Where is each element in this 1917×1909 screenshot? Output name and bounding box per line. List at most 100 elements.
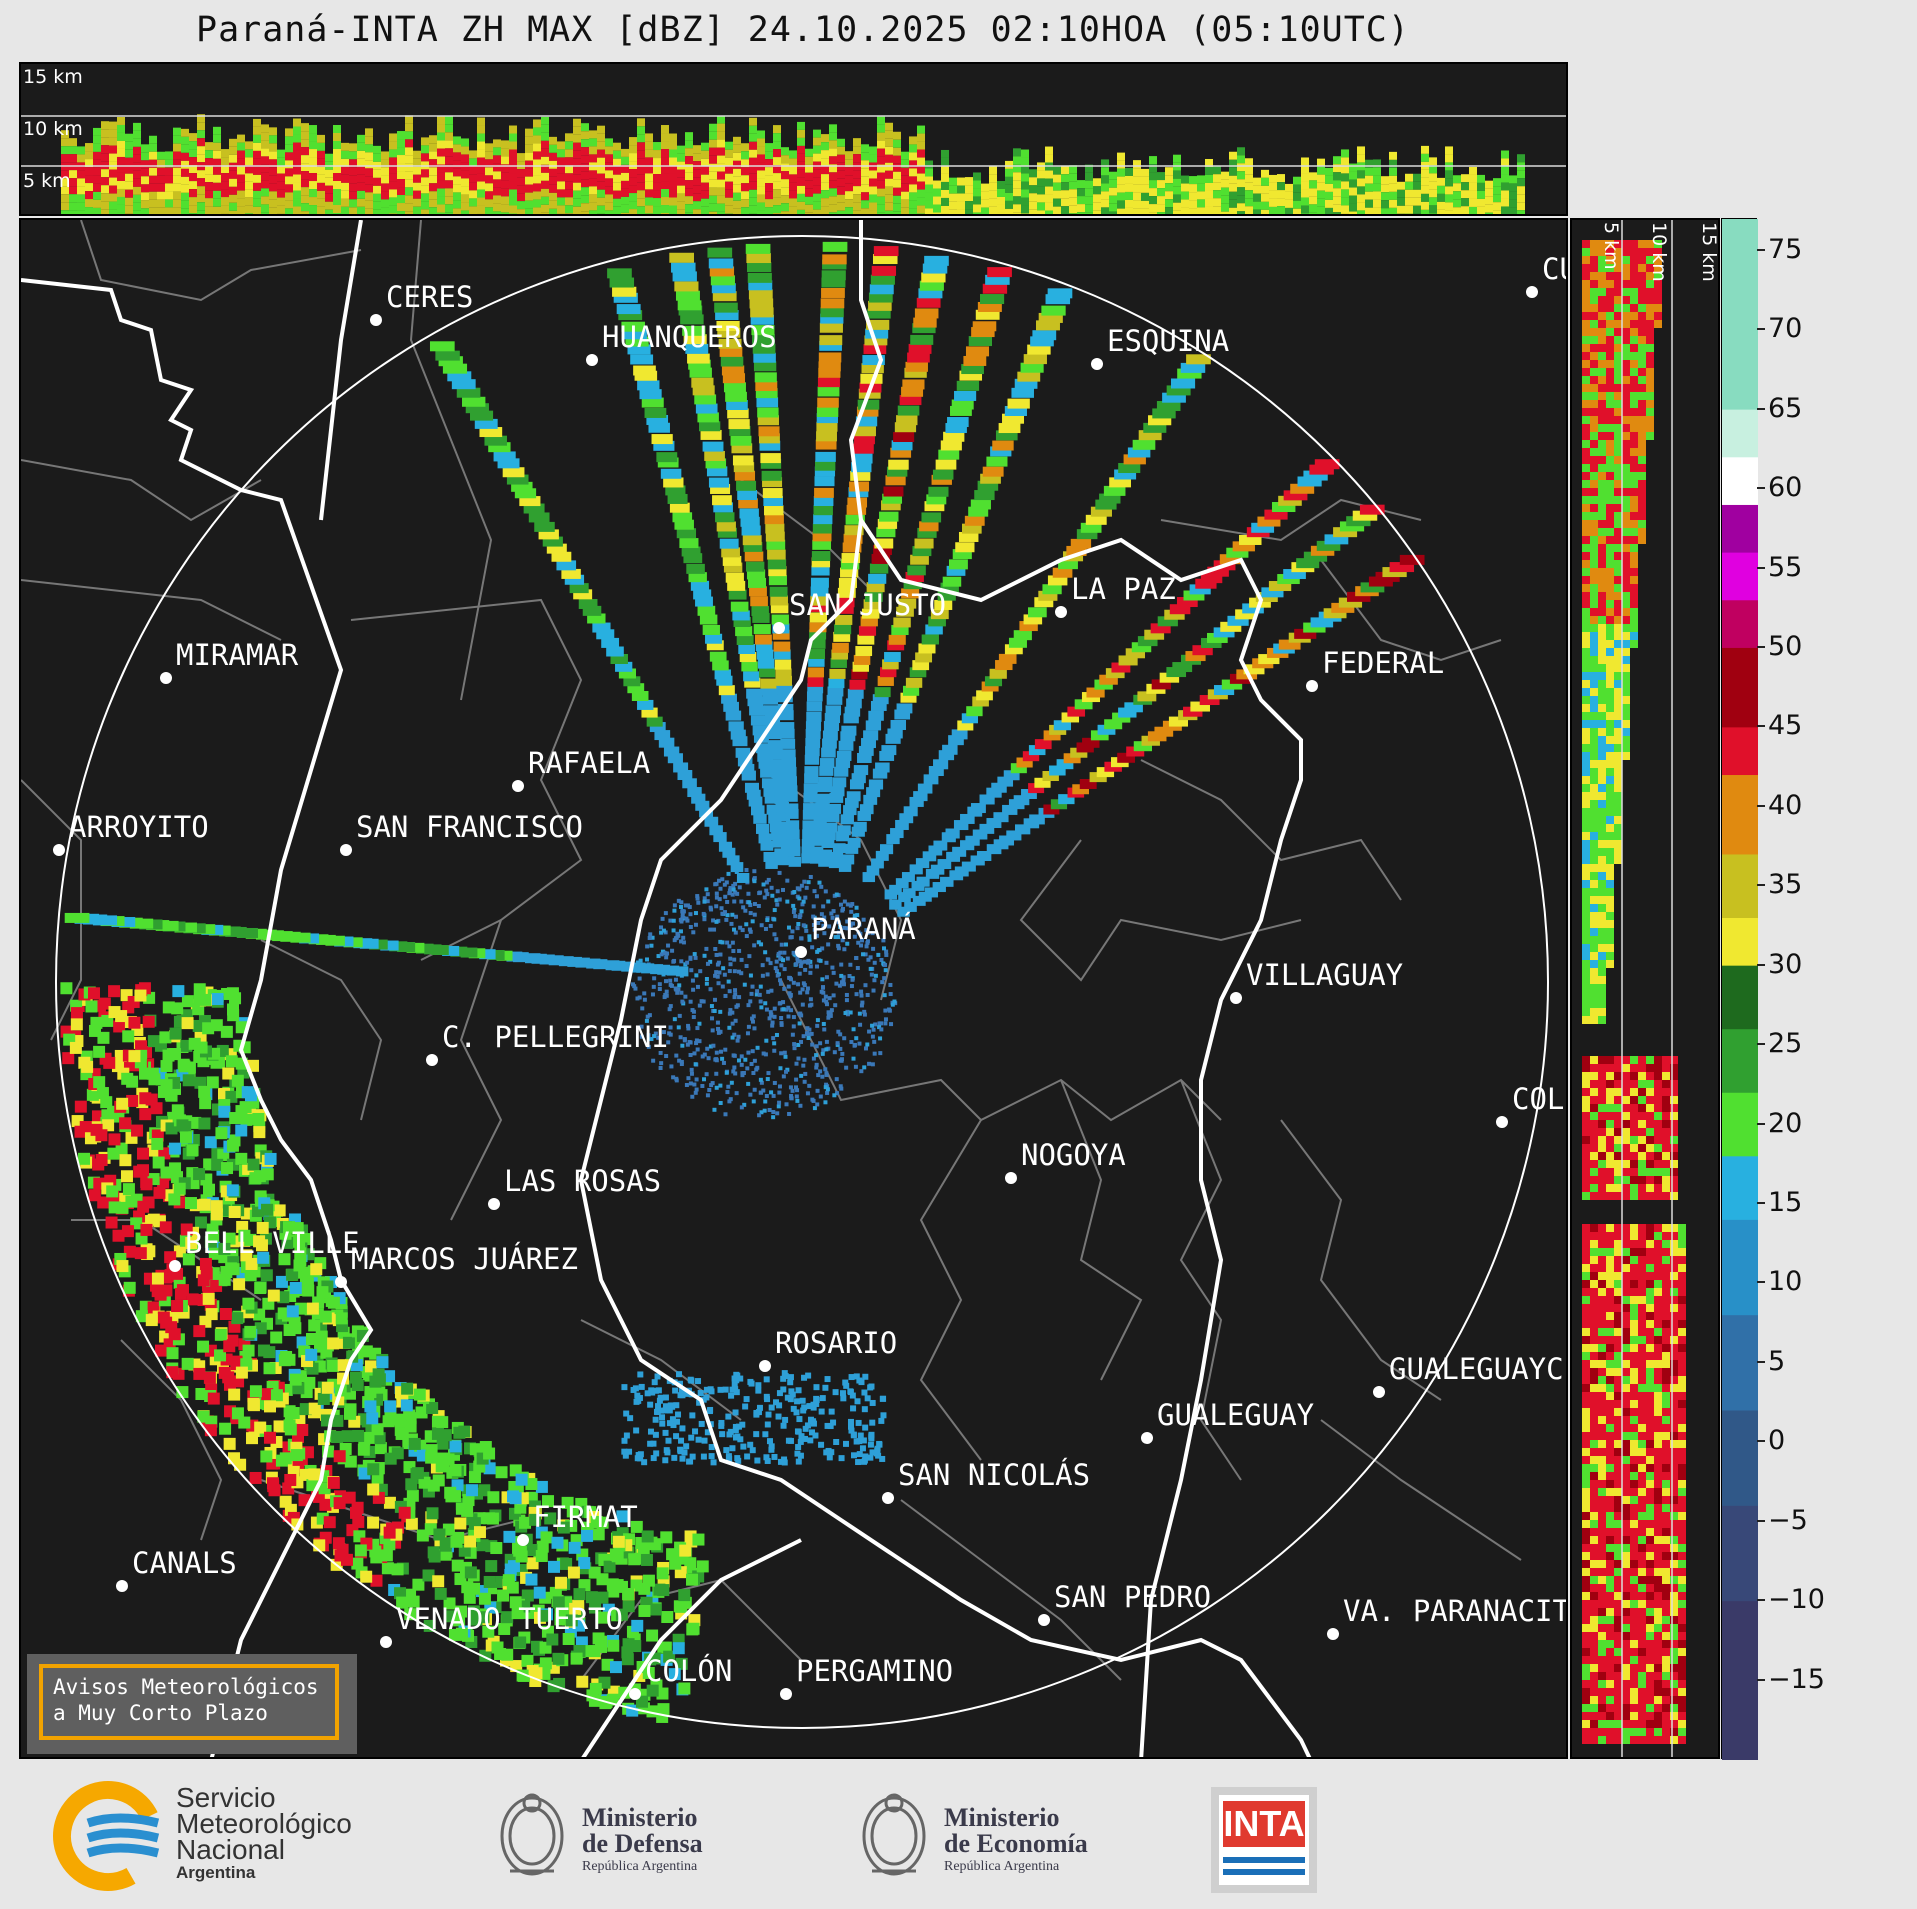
storm-cell xyxy=(195,1041,208,1054)
storm-cell xyxy=(70,1018,83,1031)
band-cell xyxy=(181,128,189,137)
ray-cell xyxy=(650,964,664,975)
ray-cell xyxy=(845,843,859,854)
band-cell xyxy=(93,151,101,160)
band-cell xyxy=(149,167,157,176)
storm-cell xyxy=(464,1566,477,1579)
band-cell xyxy=(117,116,125,125)
storm-cell xyxy=(138,1067,151,1080)
echo-cell xyxy=(838,924,843,929)
ray-cell xyxy=(905,571,924,582)
ray-cell xyxy=(809,853,823,864)
band-cell xyxy=(693,193,701,202)
ray-cell xyxy=(616,304,641,315)
ray-cell xyxy=(807,667,825,678)
band-cell xyxy=(101,193,109,202)
echo-cell xyxy=(746,1024,751,1029)
band-cell xyxy=(1429,165,1437,174)
storm-cell xyxy=(521,1654,534,1667)
ray-cell xyxy=(511,481,533,492)
storm-cell xyxy=(147,1213,160,1226)
storm-cell xyxy=(483,1575,496,1588)
echo-cell xyxy=(714,952,719,957)
echo-cell xyxy=(771,1036,776,1041)
storm-cell xyxy=(521,1589,534,1602)
ray-cell xyxy=(859,804,874,815)
ray-cell xyxy=(601,637,620,648)
band-cell xyxy=(701,174,709,183)
echo-cell xyxy=(794,962,799,967)
ray-cell xyxy=(1086,687,1105,698)
echo-cell xyxy=(838,1084,843,1089)
storm-cell xyxy=(308,1468,321,1481)
echo-cell xyxy=(862,1012,867,1017)
ray-cell xyxy=(830,786,845,797)
ray-cell xyxy=(853,821,867,832)
echo-cell xyxy=(797,971,802,976)
ray-cell xyxy=(774,848,787,859)
ray-cell xyxy=(737,490,758,501)
band-cell xyxy=(1189,184,1197,193)
ray-cell xyxy=(683,334,707,345)
echo-cell xyxy=(796,922,801,927)
band-cell xyxy=(253,182,261,191)
ray-cell xyxy=(174,922,197,933)
storm-cell xyxy=(628,1553,641,1566)
echo-cell xyxy=(695,894,700,899)
storm-cell xyxy=(406,1489,419,1502)
echo-cell xyxy=(786,984,791,989)
band-cell xyxy=(1357,186,1365,195)
storm-cell xyxy=(454,1517,467,1530)
ray-cell xyxy=(746,253,771,264)
echo-cell xyxy=(684,916,689,921)
echo-cell xyxy=(672,958,677,963)
storm-cell xyxy=(140,1223,153,1236)
band-cell xyxy=(965,209,973,214)
band-cell xyxy=(133,122,141,131)
band-cell xyxy=(293,206,301,214)
band-cell xyxy=(293,142,301,151)
band-cell xyxy=(1373,199,1381,208)
band-cell xyxy=(525,176,533,185)
ray-cell xyxy=(819,340,842,351)
band-cell xyxy=(1085,196,1093,205)
ray-cell xyxy=(801,846,815,857)
echo-cell xyxy=(852,1043,857,1048)
band-cell xyxy=(333,197,341,206)
ray-cell xyxy=(1268,581,1292,592)
echo-cell xyxy=(744,964,749,969)
echo-cell xyxy=(795,1098,800,1103)
ray-cell xyxy=(770,603,789,614)
ray-cell xyxy=(1200,573,1223,584)
storm-cell xyxy=(538,1609,551,1622)
band-cell xyxy=(477,173,485,182)
storm-cell xyxy=(135,1310,148,1323)
band-cell xyxy=(1181,199,1189,208)
echo-cell xyxy=(798,1103,803,1108)
band-cell xyxy=(925,208,933,214)
band-cell xyxy=(1085,172,1093,181)
echo-cell xyxy=(829,1008,834,1013)
band-cell xyxy=(1413,197,1421,206)
echo-cell xyxy=(710,1081,715,1086)
echo-cell xyxy=(772,1006,777,1011)
band-cell xyxy=(413,166,421,175)
echo-cell xyxy=(776,1104,781,1109)
band-cell xyxy=(157,175,165,184)
storm-cell xyxy=(275,1275,288,1288)
band-cell xyxy=(917,197,925,206)
ray-cell xyxy=(816,421,838,432)
band-cell xyxy=(357,134,365,143)
ray-cell xyxy=(750,805,765,816)
band-cell xyxy=(1229,191,1237,200)
band-cell xyxy=(1205,190,1213,199)
band-cell xyxy=(1373,191,1381,200)
band-cell xyxy=(837,186,845,195)
storm-cell xyxy=(308,1402,321,1415)
band-cell xyxy=(117,188,125,197)
echo-cell xyxy=(865,930,870,935)
echo-cell xyxy=(818,1069,823,1074)
band-cell xyxy=(1445,186,1453,195)
ray-cell xyxy=(1097,724,1116,735)
echo-cell xyxy=(809,1031,814,1036)
